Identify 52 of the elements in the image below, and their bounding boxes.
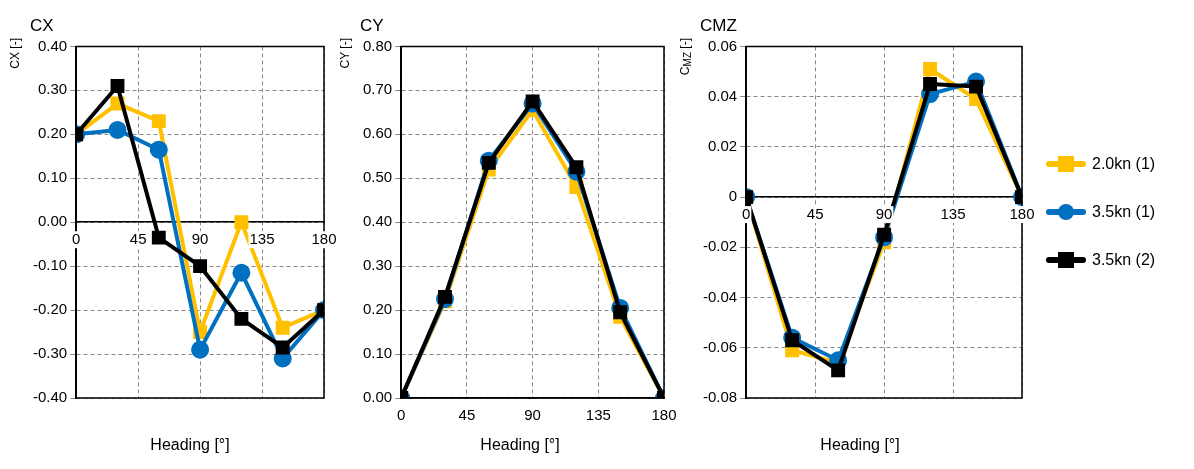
- y-tick-label: 0.20: [37, 124, 68, 142]
- y-tick-label: -0.04: [702, 287, 738, 305]
- y-tick-label: 0.06: [707, 36, 738, 54]
- y-tick-label: -0.40: [32, 388, 68, 406]
- y-tick-label: 0.60: [362, 124, 393, 142]
- legend-label: 3.5kn (2): [1092, 251, 1156, 269]
- y-tick-label: -0.10: [32, 256, 68, 274]
- y-tick-label: 0.50: [362, 168, 393, 186]
- x-tick-label: 45: [806, 204, 824, 222]
- y-tick-label: 0.10: [37, 168, 68, 186]
- y-tick-label: 0.04: [707, 86, 738, 104]
- chart-title: CMZ: [700, 15, 737, 35]
- x-tick-label: 180: [1009, 204, 1035, 222]
- y-axis-title: CX [-]: [8, 38, 22, 69]
- y-tick-label: 0.30: [362, 256, 393, 274]
- y-tick-label: 0: [728, 187, 738, 205]
- y-tick-label: -0.20: [32, 300, 68, 318]
- x-tick-label: 45: [458, 405, 476, 423]
- x-tick-label: 180: [311, 229, 337, 247]
- chart-title: CY: [360, 15, 384, 35]
- x-axis-title: Heading [°]: [819, 436, 901, 454]
- x-axis-title: Heading [°]: [479, 436, 561, 454]
- y-tick-label: 0.00: [362, 388, 393, 406]
- y-tick-label: 0.30: [37, 80, 68, 98]
- y-tick-label: -0.06: [702, 337, 738, 355]
- y-tick-label: 0.40: [362, 212, 393, 230]
- x-tick-label: 0: [742, 204, 751, 222]
- x-tick-label: 45: [129, 229, 147, 247]
- y-tick-label: -0.02: [702, 237, 738, 255]
- x-tick-label: 180: [651, 405, 677, 423]
- y-tick-label: 0.02: [707, 137, 738, 154]
- y-tick-label: 0.40: [37, 36, 68, 54]
- x-tick-label: 90: [875, 204, 893, 222]
- x-tick-label: 135: [940, 204, 966, 222]
- y-tick-label: 0.20: [362, 300, 393, 318]
- y-tick-label: 0.80: [362, 36, 393, 54]
- y-tick-label: -0.30: [32, 344, 68, 362]
- x-tick-label: 0: [72, 229, 81, 247]
- y-tick-label: 0.00: [37, 212, 68, 230]
- legend-label: 3.5kn (1): [1092, 203, 1156, 221]
- x-tick-label: 135: [585, 405, 611, 423]
- x-tick-label: 0: [397, 405, 406, 423]
- x-tick-label: 135: [249, 229, 275, 247]
- legend-label: 2.0kn (1): [1092, 155, 1156, 173]
- x-axis-title: Heading [°]: [149, 436, 231, 454]
- y-tick-label: -0.08: [702, 388, 738, 406]
- y-axis-title: CY [-]: [338, 38, 352, 69]
- chart-title: CX: [30, 15, 54, 35]
- y-tick-label: 0.10: [362, 344, 393, 362]
- y-tick-label: 0.70: [362, 80, 393, 98]
- x-tick-label: 90: [524, 405, 541, 423]
- x-tick-label: 90: [191, 229, 209, 247]
